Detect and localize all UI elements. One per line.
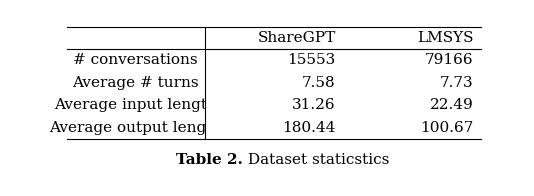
Text: Dataset staticstics: Dataset staticstics	[243, 153, 389, 167]
Text: Table 2.: Table 2.	[176, 153, 243, 167]
